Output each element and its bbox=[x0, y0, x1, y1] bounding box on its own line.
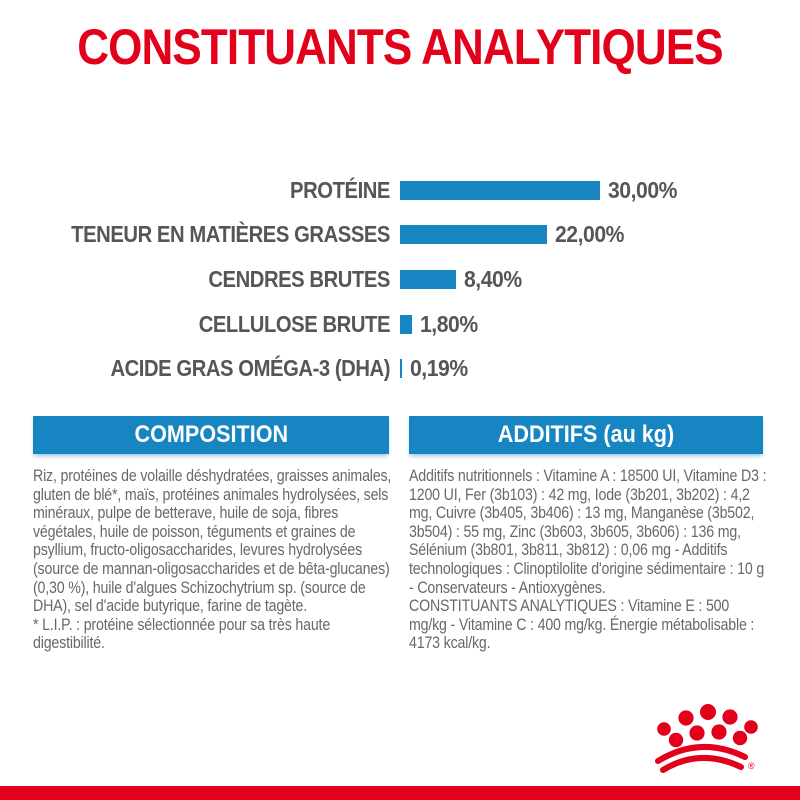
additifs-text: Additifs nutritionnels : Vitamine A : 18… bbox=[409, 467, 770, 653]
composition-body: Riz, protéines de volaille déshydratées,… bbox=[33, 467, 392, 616]
page-title: CONSTITUANTS ANALYTIQUES bbox=[77, 19, 723, 75]
chart-row: ACIDE GRAS OMÉGA-3 (DHA) 0,19% bbox=[0, 346, 800, 391]
additifs-header: ADDITIFS (au kg) bbox=[409, 416, 763, 454]
chart-bar bbox=[400, 314, 412, 334]
composition-header-label: COMPOSITION bbox=[134, 421, 288, 448]
chart-category-label: TENEUR EN MATIÈRES GRASSES bbox=[71, 221, 390, 248]
additifs-body: Additifs nutritionnels : Vitamine A : 18… bbox=[409, 467, 767, 597]
royal-canin-crown-icon: ® bbox=[655, 704, 758, 773]
chart-row: CENDRES BRUTES 8,40% bbox=[0, 257, 800, 302]
additifs-header-label: ADDITIFS (au kg) bbox=[497, 421, 675, 448]
chart-value-label: 8,40% bbox=[464, 265, 522, 292]
additifs-analytical: CONSTITUANTS ANALYTIQUES : Vitamine E : … bbox=[409, 597, 755, 653]
chart-bar bbox=[400, 359, 402, 379]
chart-bar bbox=[400, 225, 547, 245]
composition-footnote: * L.I.P. : protéine sélectionnée pour sa… bbox=[33, 615, 331, 653]
chart-category-label: PROTÉINE bbox=[290, 176, 390, 203]
chart-category-label: CENDRES BRUTES bbox=[208, 265, 390, 292]
bottom-red-stripe bbox=[0, 786, 800, 800]
chart-row: CELLULOSE BRUTE 1,80% bbox=[0, 302, 800, 347]
chart-row: PROTÉINE 30,00% bbox=[0, 168, 800, 213]
bar-chart: PROTÉINE 30,00% TENEUR EN MATIÈRES GRASSES… bbox=[0, 168, 800, 391]
chart-row: TENEUR EN MATIÈRES GRASSES 22,00% bbox=[0, 213, 800, 258]
chart-value-label: 0,19% bbox=[410, 355, 468, 382]
chart-category-label: CELLULOSE BRUTE bbox=[198, 310, 391, 337]
registered-trademark-icon: ® bbox=[748, 761, 755, 771]
chart-value-label: 22,00% bbox=[555, 221, 625, 248]
chart-bar bbox=[400, 269, 456, 289]
chart-category-label: ACIDE GRAS OMÉGA-3 (DHA) bbox=[110, 355, 391, 382]
composition-header: COMPOSITION bbox=[33, 416, 389, 454]
chart-value-label: 30,00% bbox=[608, 176, 678, 203]
chart-bar bbox=[400, 180, 600, 200]
composition-text: Riz, protéines de volaille déshydratées,… bbox=[33, 467, 398, 653]
chart-value-label: 1,80% bbox=[420, 310, 478, 337]
